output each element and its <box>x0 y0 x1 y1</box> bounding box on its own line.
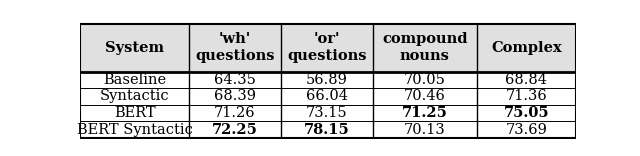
Bar <box>80 24 576 72</box>
Text: System: System <box>105 41 164 55</box>
Text: 'or'
questions: 'or' questions <box>287 32 367 63</box>
Text: Syntactic: Syntactic <box>100 89 170 103</box>
Text: 71.26: 71.26 <box>214 106 256 120</box>
Text: 75.05: 75.05 <box>504 106 549 120</box>
Text: 72.25: 72.25 <box>212 123 258 137</box>
Text: 66.04: 66.04 <box>306 89 348 103</box>
Text: 73.15: 73.15 <box>306 106 348 120</box>
Text: 'wh'
questions: 'wh' questions <box>195 32 275 63</box>
Text: 70.05: 70.05 <box>404 73 445 87</box>
Text: BERT Syntactic: BERT Syntactic <box>77 123 193 137</box>
Text: 68.39: 68.39 <box>214 89 256 103</box>
Text: 70.46: 70.46 <box>404 89 445 103</box>
Text: 64.35: 64.35 <box>214 73 256 87</box>
Text: 70.13: 70.13 <box>404 123 445 137</box>
Text: Baseline: Baseline <box>103 73 166 87</box>
Text: 56.89: 56.89 <box>306 73 348 87</box>
Text: 71.36: 71.36 <box>506 89 547 103</box>
Text: 78.15: 78.15 <box>304 123 349 137</box>
Text: 68.84: 68.84 <box>506 73 547 87</box>
Text: 73.69: 73.69 <box>506 123 547 137</box>
Text: compound
nouns: compound nouns <box>382 32 467 63</box>
Text: BERT: BERT <box>114 106 156 120</box>
Text: 71.25: 71.25 <box>402 106 447 120</box>
Text: Complex: Complex <box>491 41 562 55</box>
